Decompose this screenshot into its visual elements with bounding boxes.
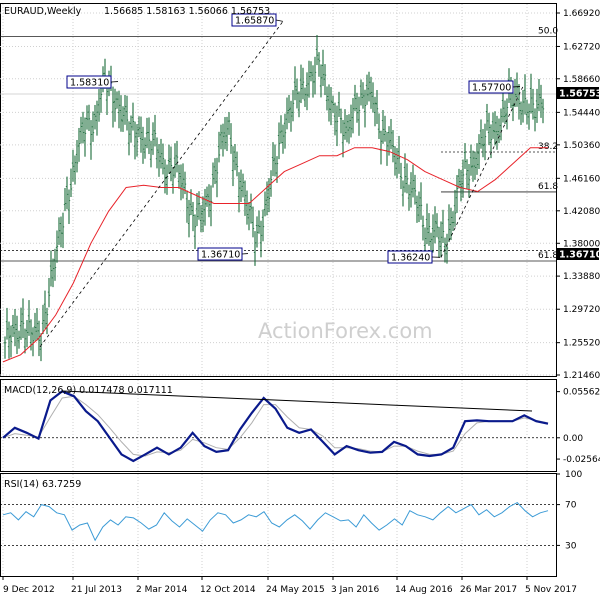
- last-price-label: 1.56753: [559, 89, 600, 100]
- macd-trend-line: [61, 390, 533, 412]
- price-tick-label: 1.42080: [563, 207, 600, 217]
- x-tick-label: 26 Mar 2017: [460, 585, 517, 595]
- price-tick-label: 1.46160: [563, 174, 600, 184]
- rsi-line: [2, 501, 549, 542]
- rsi-tick-label: 30: [565, 541, 577, 551]
- trend-lines: [39, 21, 524, 348]
- moving-average-line: [2, 147, 548, 363]
- annotation-pointer: [275, 19, 284, 22]
- x-tick-label: 9 Dec 2012: [3, 585, 55, 595]
- rsi-title: RSI(14) 63.7259: [4, 479, 81, 490]
- macd-signal-line: [2, 395, 549, 457]
- hline-price-box: 1.36710: [557, 248, 600, 261]
- x-tick-label: 21 Jul 2013: [71, 585, 122, 595]
- watermark: ActionForex.com: [258, 319, 433, 343]
- last-price-box: 1.56753: [557, 87, 600, 100]
- price-tick-label: 1.29720: [563, 305, 600, 315]
- hline-price-label: 1.36710: [559, 250, 600, 261]
- annotation-label: 1.58310: [70, 78, 109, 89]
- x-axis: 9 Dec 2012 21 Jul 2013 2 Mar 2014 12 Oct 20…: [2, 576, 577, 595]
- rsi-tick-label: 100: [565, 470, 582, 480]
- trend-line-up-1: [39, 21, 284, 348]
- annotation-label: 1.57700: [472, 83, 511, 94]
- rsi-tick-label: 70: [565, 501, 577, 511]
- price-tick-label: 1.25520: [563, 339, 600, 349]
- price-title: EURAUD,Weekly: [4, 6, 82, 17]
- x-tick-label: 5 Nov 2017: [525, 585, 577, 595]
- price-axis-ticks: 1.66920 1.62720 1.58660 1.54440 1.50360 1.461…: [0, 9, 600, 381]
- fib-label: 61.8: [538, 182, 558, 192]
- macd-line: [2, 390, 549, 463]
- macd-tick-label: 0.00: [563, 434, 583, 444]
- price-tick-label: 1.58660: [563, 75, 600, 85]
- annotation-pointer: [512, 86, 521, 88]
- fib-label: 38.2: [538, 142, 558, 152]
- price-tick-label: 1.54440: [563, 108, 600, 118]
- x-tick-label: 12 Oct 2014: [200, 585, 256, 595]
- x-tick-label: 3 Jan 2016: [331, 585, 379, 595]
- macd-tick-label: -0.025649: [563, 455, 600, 465]
- fib-lines: 50.0 38.2 61.8 61.8: [0, 27, 558, 262]
- price-annotations: 1.65870 1.58310 1.36710 1.57700 1.36240: [66, 13, 521, 264]
- price-tick-label: 1.33880: [563, 272, 600, 282]
- annotation-label: 1.36240: [391, 253, 430, 264]
- rsi-axis-ticks: 100 70 30: [0, 470, 582, 551]
- macd-tick-label: 0.055629: [563, 388, 600, 398]
- x-tick-label: 24 May 2015: [266, 585, 325, 595]
- x-tick-label: 14 Aug 2016: [395, 585, 453, 595]
- price-tick-label: 1.66920: [563, 9, 600, 19]
- macd-axis-ticks: 0.055629 0.00 -0.025649: [0, 388, 600, 465]
- annotation-label: 1.36710: [201, 250, 240, 261]
- price-panel-frame: [0, 3, 557, 377]
- fib-label: 61.8: [538, 251, 558, 261]
- price-bars: [3, 35, 545, 362]
- fib-label: 50.0: [538, 27, 558, 37]
- price-ohlc-label: 1.56685 1.58163 1.56066 1.56753: [104, 6, 270, 17]
- macd-title: MACD(12,26,9) 0.017478 0.017111: [4, 385, 173, 396]
- rsi-panel-frame: [0, 473, 557, 577]
- annotation-label: 1.65870: [235, 16, 274, 27]
- price-tick-label: 1.62720: [563, 42, 600, 52]
- grid-lines: [2, 4, 528, 576]
- price-tick-label: 1.38000: [563, 239, 600, 249]
- trend-line-up-2: [440, 86, 524, 258]
- macd-panel-frame: [0, 379, 557, 472]
- price-tick-label: 1.21460: [563, 371, 600, 381]
- x-tick-label: 2 Mar 2014: [136, 585, 188, 595]
- price-tick-label: 1.50360: [563, 141, 600, 151]
